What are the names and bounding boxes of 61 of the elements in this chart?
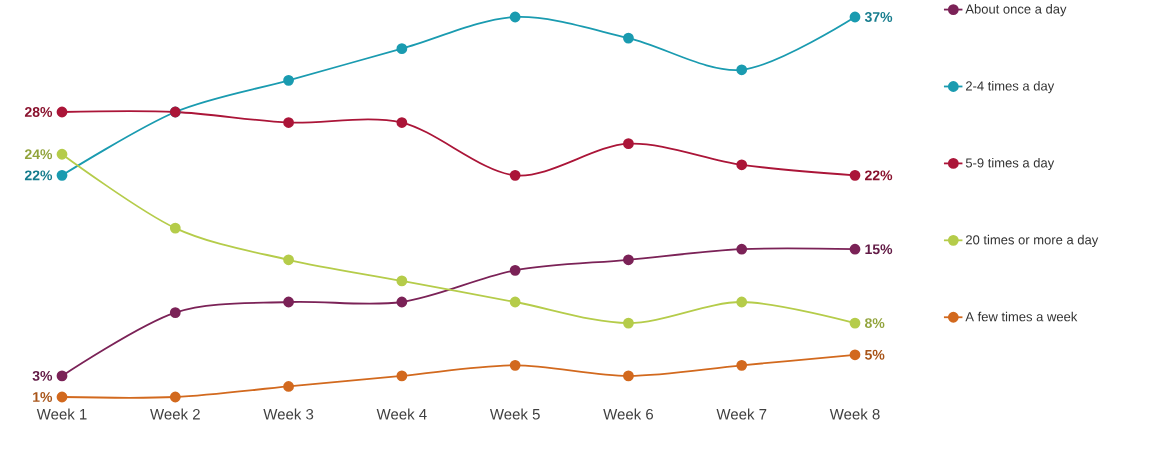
- data-label: 3%: [32, 370, 53, 381]
- point: [396, 296, 408, 308]
- x-tick-label: Week 1: [36, 408, 87, 420]
- data-label: 15%: [865, 244, 893, 255]
- point: [56, 106, 68, 118]
- point: [736, 64, 748, 76]
- point: [56, 169, 68, 181]
- point: [283, 74, 294, 86]
- point: [509, 169, 521, 181]
- point: [849, 169, 861, 181]
- point: [736, 159, 748, 171]
- data-label: 22%: [24, 170, 53, 181]
- point: [623, 317, 634, 329]
- point: [509, 11, 521, 23]
- point: [849, 11, 861, 23]
- point: [169, 222, 181, 234]
- x-tick-label: Week 6: [603, 408, 654, 420]
- x-tick-label: Week 5: [489, 408, 540, 420]
- point: [396, 117, 408, 128]
- legend-label: About once a day: [965, 4, 1067, 17]
- point: [736, 243, 748, 255]
- point: [396, 275, 408, 287]
- data-label: 22%: [865, 170, 893, 181]
- legend-label: 2-4 times a day: [966, 81, 1055, 94]
- point: [283, 296, 294, 308]
- point: [849, 349, 861, 361]
- point: [849, 317, 861, 329]
- point: [509, 296, 521, 308]
- x-tick-label: Week 8: [829, 408, 880, 420]
- point: [283, 381, 294, 392]
- x-tick-label: Week 4: [376, 408, 427, 420]
- point: [849, 243, 861, 255]
- point: [736, 296, 748, 308]
- data-label: 5%: [864, 349, 885, 360]
- point: [56, 370, 68, 382]
- x-tick-label: Week 7: [716, 408, 767, 420]
- point: [283, 117, 294, 128]
- data-label: 8%: [864, 318, 885, 329]
- x-tick-label: Week 3: [263, 408, 314, 420]
- data-label: 24%: [24, 149, 53, 160]
- legend-label: 5-9 times a day: [965, 157, 1055, 171]
- point: [396, 43, 408, 55]
- x-tick-label: Week 2: [150, 408, 200, 420]
- point: [396, 370, 408, 382]
- point: [509, 264, 521, 276]
- legend-label: 20 times or more a day: [966, 234, 1099, 247]
- data-label: 37%: [864, 12, 893, 22]
- point: [623, 138, 634, 150]
- legend-label: A few times a week: [965, 311, 1078, 322]
- point: [623, 254, 634, 266]
- point: [736, 359, 748, 371]
- point: [169, 391, 181, 403]
- data-label: 1%: [33, 392, 53, 402]
- point: [56, 148, 68, 160]
- point: [623, 370, 634, 382]
- data-label: 28%: [24, 107, 53, 117]
- point: [509, 359, 521, 371]
- point: [623, 32, 634, 44]
- point: [169, 307, 181, 318]
- point: [56, 391, 68, 403]
- point: [283, 254, 294, 266]
